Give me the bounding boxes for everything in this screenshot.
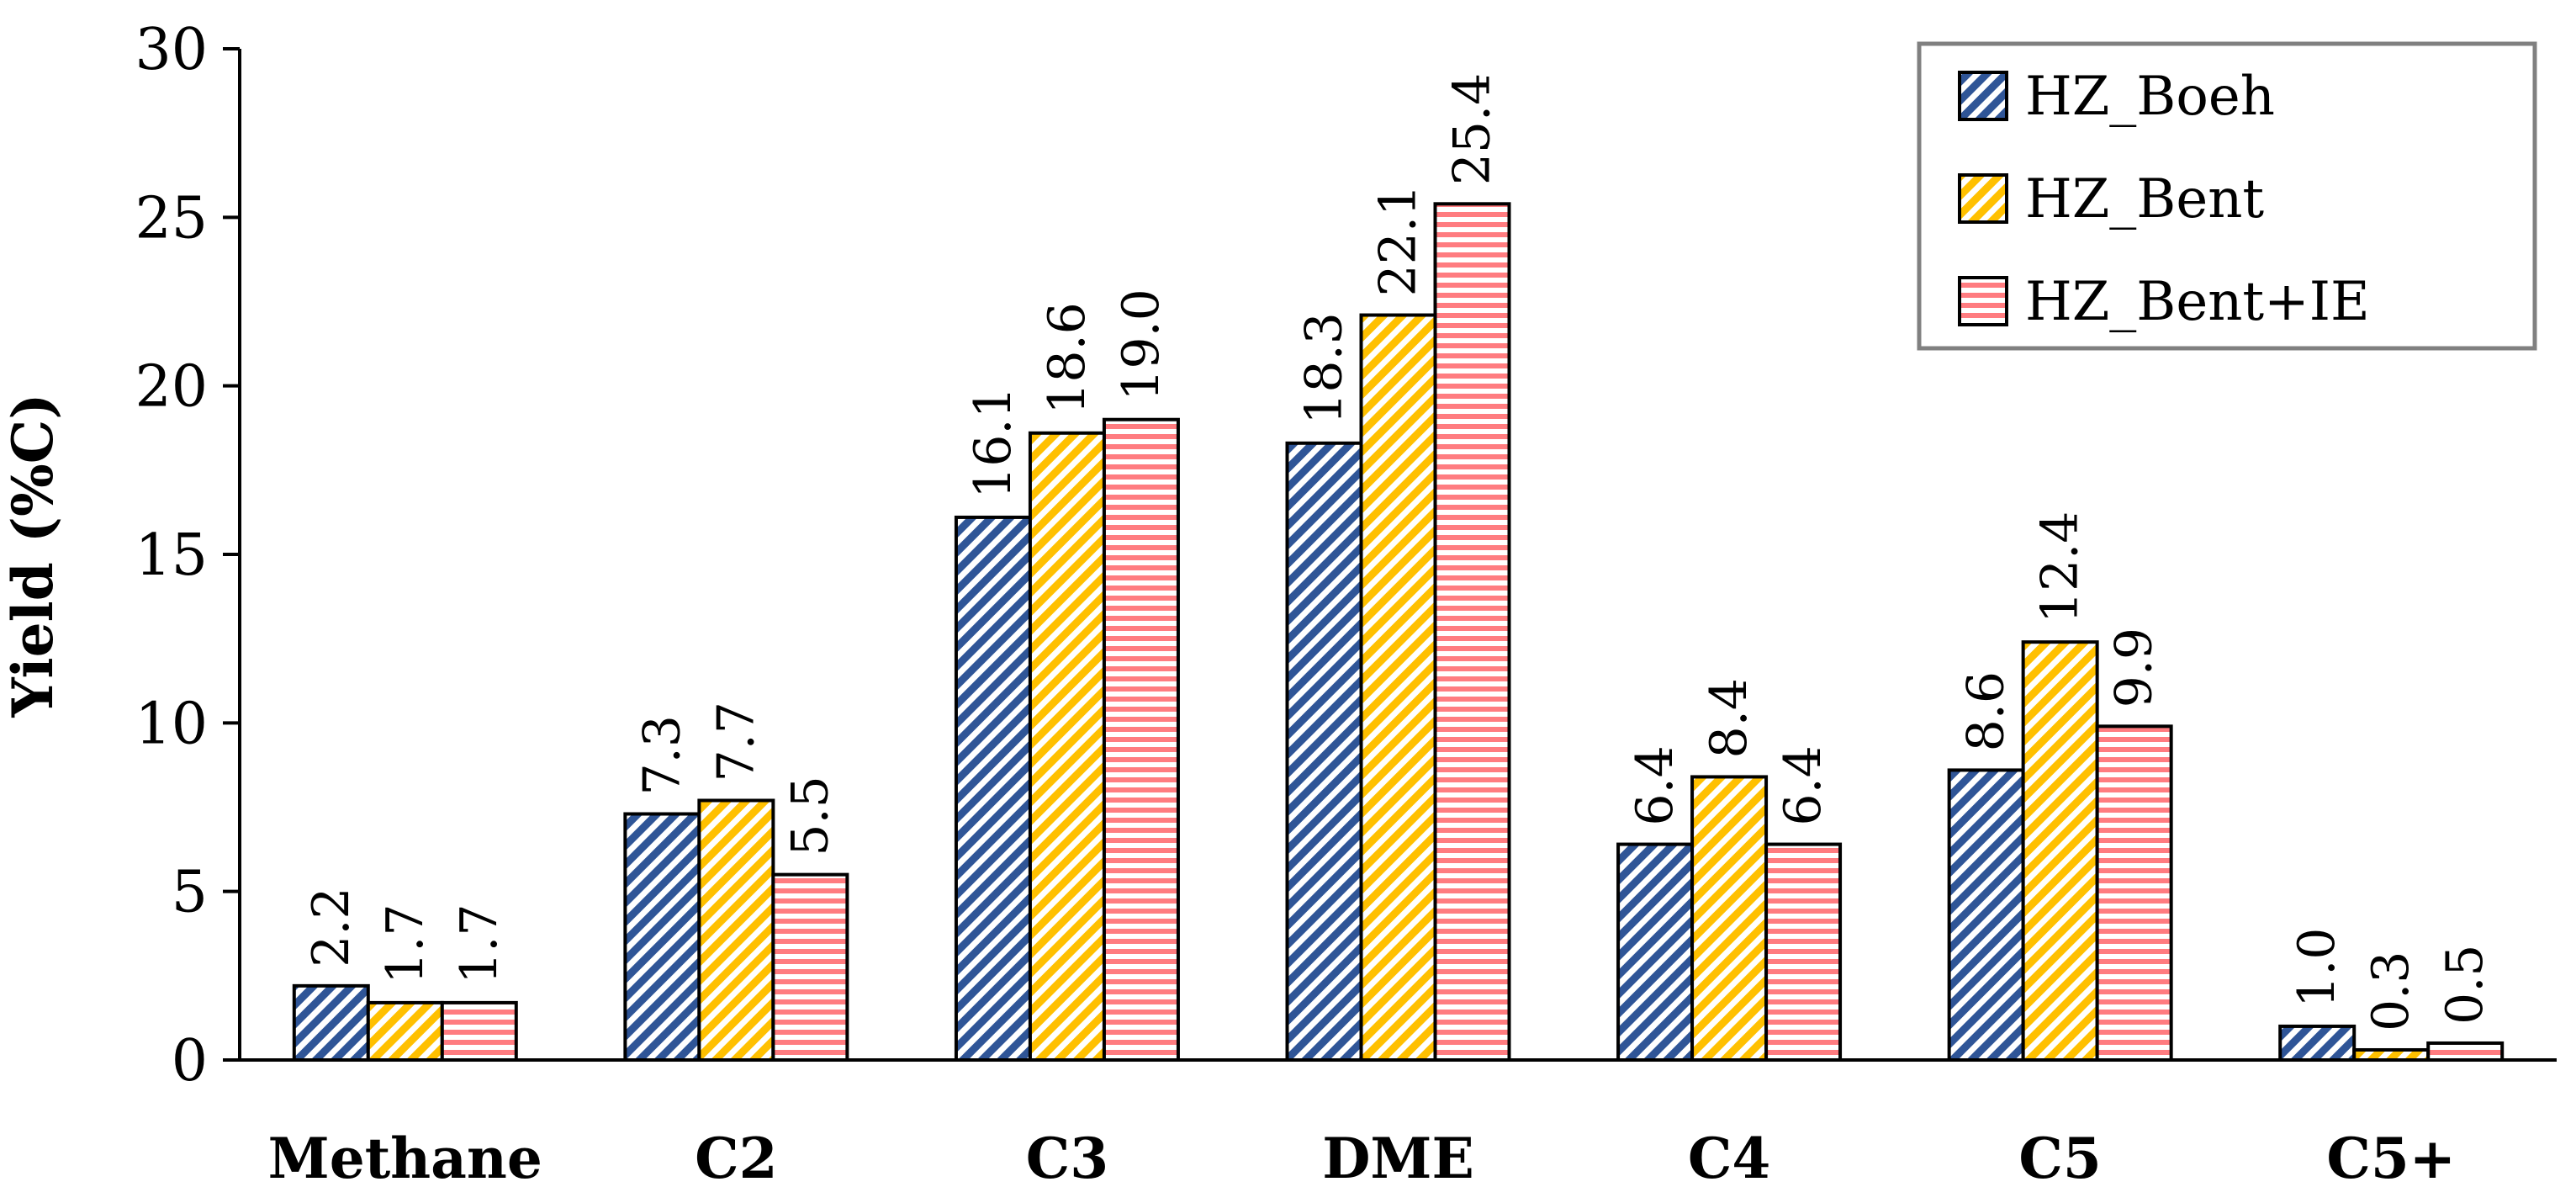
bar-hz-boeh: [1285, 441, 1363, 1062]
data-label: 19.0: [1112, 289, 1171, 401]
x-category-label: C5: [2018, 1126, 2101, 1191]
data-labels: 2.2 1.7 1.7 7.3 7.7 5.5 16.1 18.6 19.0 18.3 22.1 25…: [302, 73, 2494, 1031]
bar-hz-boeh: [292, 983, 370, 1063]
legend-label: HZ_Bent+IE: [2025, 271, 2370, 333]
data-label: 6.4: [1774, 745, 1833, 825]
data-label: 25.4: [1443, 73, 1502, 186]
data-label: 0.3: [2362, 951, 2420, 1031]
x-category-label: C5+: [2326, 1126, 2456, 1191]
legend-label: HZ_Bent: [2025, 168, 2264, 231]
bar-hz-bent-ie: [1102, 417, 1180, 1062]
bar-hz-boeh: [1616, 842, 1695, 1062]
data-label: 22.1: [1369, 184, 1428, 297]
x-category-label: C2: [695, 1126, 777, 1191]
y-tick-label: 30: [135, 17, 208, 83]
data-label: 2.2: [302, 887, 361, 967]
y-tick-label: 25: [135, 185, 208, 252]
legend-swatch: [1958, 71, 2008, 121]
bar-hz-bent-ie: [771, 872, 849, 1062]
bar-hz-bent: [1690, 775, 1769, 1062]
data-label: 18.3: [1295, 312, 1354, 425]
bar-hz-boeh: [2278, 1024, 2356, 1063]
legend-swatch: [1958, 173, 2008, 224]
bar-hz-bent-ie: [440, 1000, 518, 1063]
legend-swatch: [1958, 276, 2008, 326]
y-axis: 0 5 10 15 20 25 30: [135, 17, 241, 1094]
data-label: 6.4: [1626, 745, 1685, 825]
bar-hz-bent-ie: [2095, 724, 2173, 1063]
y-axis-title: Yield (%C): [0, 394, 66, 718]
bar-hz-boeh: [623, 812, 701, 1062]
legend: HZ_Boeh HZ_Bent HZ_Bent+IE: [1917, 41, 2537, 351]
bar-hz-bent: [1028, 431, 1106, 1062]
bar-hz-boeh: [1947, 768, 2025, 1063]
bar-hz-bent: [2021, 640, 2099, 1062]
data-label: 12.4: [2031, 511, 2090, 624]
y-tick-label: 20: [135, 354, 208, 421]
data-label: 5.5: [780, 776, 839, 856]
x-category-label: C4: [1688, 1126, 1770, 1191]
data-label: 1.7: [376, 904, 435, 983]
data-label: 9.9: [2105, 628, 2164, 707]
data-label: 8.4: [1700, 678, 1759, 758]
bar-hz-bent-ie: [2426, 1041, 2505, 1063]
bar-hz-bent: [366, 1000, 444, 1063]
data-label: 1.7: [450, 904, 509, 983]
data-label: 16.1: [964, 386, 1023, 499]
y-tick-label: 5: [172, 860, 208, 926]
legend-label: HZ_Boeh: [2025, 66, 2275, 128]
bars: [292, 202, 2505, 1063]
bar-hz-boeh: [954, 515, 1032, 1062]
data-label: 7.7: [706, 702, 765, 782]
data-label: 8.6: [1957, 671, 2016, 751]
data-label: 1.0: [2288, 928, 2346, 1008]
bar-hz-bent: [1359, 313, 1437, 1062]
x-category-label: Methane: [268, 1126, 542, 1191]
y-tick-label: 10: [135, 691, 208, 757]
bar-hz-bent-ie: [1433, 202, 1511, 1063]
x-category-label: DME: [1322, 1126, 1474, 1191]
data-label: 0.5: [2436, 945, 2494, 1025]
x-category-label: C3: [1026, 1126, 1108, 1191]
y-tick-label: 15: [135, 522, 208, 589]
legend-box: [1917, 41, 2537, 351]
x-axis: Methane C2 C3 DME C4 C5 C5+: [240, 1058, 2557, 1191]
bar-hz-bent: [697, 798, 775, 1063]
y-tick-label: 0: [172, 1028, 208, 1094]
data-label: 7.3: [632, 715, 691, 795]
data-label: 18.6: [1038, 302, 1097, 415]
bar-hz-bent-ie: [1764, 842, 1843, 1062]
